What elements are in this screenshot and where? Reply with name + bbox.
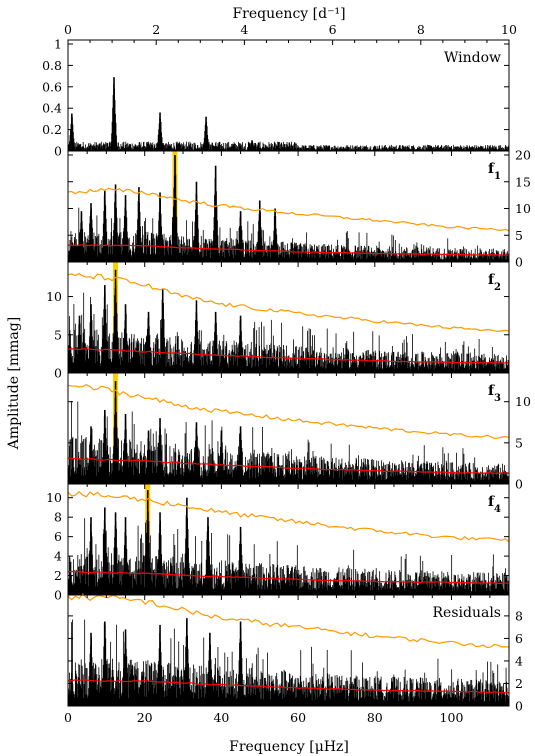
y-tick-label: 6	[54, 529, 62, 544]
y-tick-label: 8	[54, 510, 62, 525]
noise-upper-line	[67, 187, 510, 232]
top-x-tick-label: 6	[329, 22, 337, 37]
top-x-tick-label: 0	[64, 22, 72, 37]
y-tick-label: 1	[54, 37, 62, 52]
y-tick-label: 0	[54, 366, 62, 381]
bottom-x-tick-label: 80	[367, 710, 383, 725]
y-tick-label: 20	[515, 148, 531, 163]
spectrum-trace	[67, 394, 510, 484]
panel-3: 0 5 10 f2	[46, 261, 510, 381]
noise-lower-line	[67, 679, 510, 694]
panel-1: 0 0.2 0.4 0.6 0.8 1 Window	[42, 37, 510, 159]
panel-label: f2	[488, 272, 501, 293]
y-tick-label: 0	[54, 144, 62, 159]
panel-label: Residuals	[433, 605, 501, 621]
panel-frame	[67, 594, 510, 707]
y-tick-label: 6	[515, 631, 523, 646]
panel-label-subscript: 2	[494, 282, 501, 293]
top-x-tick-label: 4	[240, 22, 248, 37]
y-tick-label: 10	[46, 289, 62, 304]
noise-lower-line	[67, 244, 510, 256]
noise-upper-line	[67, 490, 510, 543]
y-tick-label: 0	[515, 699, 523, 714]
panel-label-subscript: 4	[494, 504, 501, 515]
bottom-x-tick-label: 60	[290, 710, 306, 725]
panel-frame	[67, 39, 510, 152]
panel-label: f4	[488, 494, 501, 515]
panel-2: 0 5 10 15 20 f1	[67, 148, 531, 270]
y-tick-label: 10	[515, 201, 531, 216]
top-x-tick-label: 10	[501, 22, 517, 37]
bottom-x-tick-label: 20	[137, 710, 153, 725]
panel-5: 0 2 4 6 8 10 f4	[46, 483, 510, 603]
noise-upper-line	[67, 593, 510, 649]
noise-lower-line	[67, 570, 510, 585]
bottom-x-tick-label: 0	[64, 710, 72, 725]
panel-label-subscript: 3	[494, 393, 501, 404]
y-tick-label: 0	[515, 255, 523, 270]
panel-label: f1	[488, 161, 501, 182]
bottom-x-tick-label: 40	[213, 710, 229, 725]
y-tick-label: 5	[515, 435, 523, 450]
y-tick-label: 2	[515, 676, 523, 691]
noise-upper-line	[67, 272, 510, 332]
y-tick-label: 4	[54, 549, 62, 564]
panel-label: f3	[488, 383, 501, 404]
noise-lower-line	[67, 348, 510, 364]
panel-6: 0 2 4 6 8 Residuals	[67, 593, 523, 714]
y-axis-title: Amplitude [mmag]	[6, 317, 22, 450]
top-x-tick-label: 2	[152, 22, 160, 37]
y-tick-label: 0	[515, 477, 523, 492]
y-tick-label: 0.2	[42, 122, 62, 137]
y-tick-label: 4	[515, 653, 523, 668]
y-tick-label: 5	[515, 228, 523, 243]
spectrum-trace	[67, 84, 510, 151]
noise-lower-line	[67, 457, 510, 474]
spectrum-trace	[67, 619, 510, 706]
y-tick-label: 0	[54, 588, 62, 603]
y-tick-label: 0.6	[42, 79, 62, 94]
noise-upper-line	[67, 384, 510, 439]
y-tick-label: 2	[54, 568, 62, 583]
top-axis-title: Frequency [d⁻¹]	[232, 6, 345, 22]
y-tick-label: 0.8	[42, 58, 62, 73]
y-tick-label: 15	[515, 174, 531, 189]
y-tick-label: 8	[515, 608, 523, 623]
bottom-x-tick-label: 100	[440, 710, 464, 725]
y-tick-label: 10	[515, 394, 531, 409]
panel-label: Window	[444, 50, 501, 66]
spectrum-trace	[67, 159, 510, 262]
panel-4: 0 5 10 f3	[67, 372, 531, 492]
spectrum-trace	[67, 494, 510, 595]
panel-label-subscript: 1	[494, 171, 501, 182]
panels-layer: 00.20.40.60.81Window05101520f10510f20510…	[42, 22, 531, 725]
top-x-tick-label: 8	[417, 22, 425, 37]
y-tick-label: 0.4	[42, 101, 62, 116]
y-tick-label: 10	[46, 490, 62, 505]
y-tick-label: 5	[54, 327, 62, 342]
bottom-axis-title: Frequency [μHz]	[229, 739, 349, 755]
